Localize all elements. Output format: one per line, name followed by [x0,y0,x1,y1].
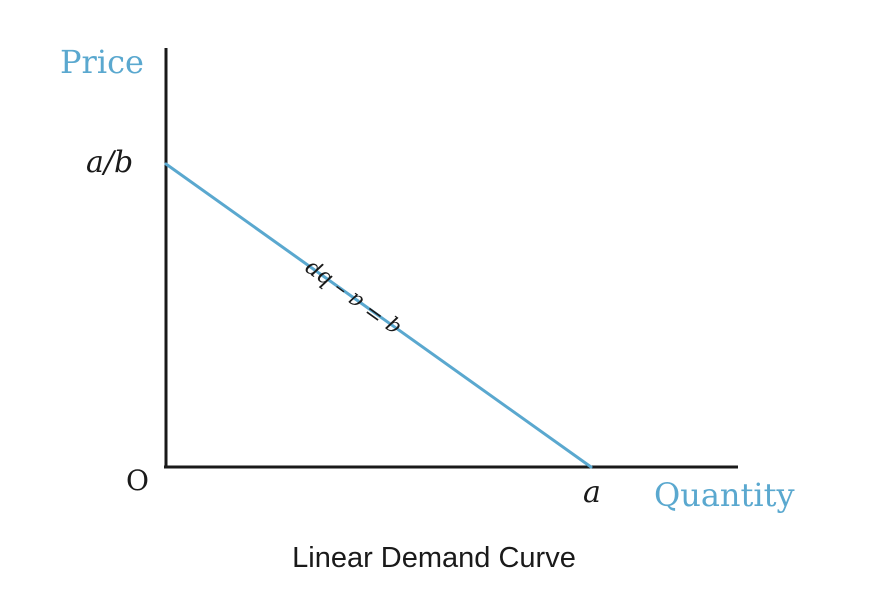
curve-equation-label: q = a – bp [300,256,406,342]
x-axis-label: Quantity [654,476,795,514]
chart-caption: Linear Demand Curve [292,542,576,574]
y-axis-label: Price [60,43,144,81]
y-intercept-label: a/b [86,145,133,180]
x-intercept-label: a [583,475,601,510]
origin-label: O [126,464,149,497]
demand-curve-line [164,162,593,469]
